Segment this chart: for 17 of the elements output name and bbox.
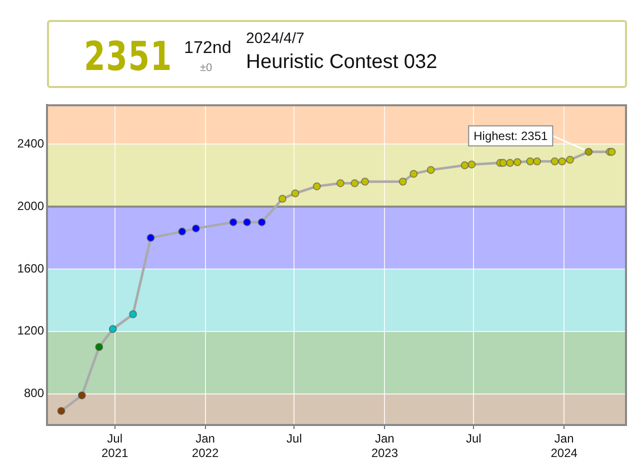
x-tick-label: Jul bbox=[286, 432, 302, 446]
x-tick-label: Jan 2022 bbox=[192, 432, 219, 459]
x-tick-label: Jan 2023 bbox=[371, 432, 398, 459]
x-tick-label: Jul 2021 bbox=[101, 432, 128, 459]
y-tick-label: 1200 bbox=[17, 324, 44, 338]
chart-subtitle: 2024/4/7 bbox=[246, 30, 304, 47]
text: 2351 bbox=[84, 34, 173, 80]
text: 172nd bbox=[184, 38, 232, 58]
y-tick-label: 1600 bbox=[17, 261, 44, 276]
y-tick-label: 2400 bbox=[17, 136, 44, 151]
annotation: Highest: 2351 bbox=[474, 129, 548, 144]
y-tick-label: 800 bbox=[24, 386, 44, 400]
y-tick-label: 2000 bbox=[17, 198, 44, 213]
chart-title: Heuristic Contest 032 bbox=[246, 51, 438, 74]
x-tick-label: Jan 2024 bbox=[550, 432, 578, 459]
x-tick-label: Jul bbox=[466, 432, 482, 446]
text: ±0 bbox=[200, 62, 212, 74]
